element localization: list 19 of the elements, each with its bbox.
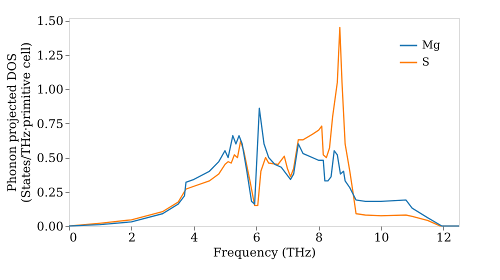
x-tick-label: 2 [128, 230, 136, 244]
y-tick-label: 1.00 [36, 82, 64, 97]
line-series [68, 108, 460, 227]
y-tick-label: 0.25 [36, 185, 64, 200]
y-tick-label: 0.00 [36, 220, 64, 234]
x-tick-label: 0 [70, 230, 78, 244]
x-tick-label: 8 [315, 230, 323, 244]
x-tick-label: 12 [436, 230, 452, 244]
y-tick-label: 0.75 [36, 116, 64, 131]
y-tick-label: 1.50 [36, 14, 64, 28]
x-axis-title: Frequency (THz) [213, 246, 316, 260]
y-axis-title: Phonon projected DOS (States/THz·primitive cell) [4, 42, 33, 203]
legend-label: S [422, 56, 430, 68]
legend-label: Mg [422, 38, 440, 52]
x-tick-label: 6 [252, 230, 261, 244]
y-tick-label: 1.25 [36, 48, 64, 62]
x-tick-label: 4 [190, 230, 198, 244]
y-tick-label: 0.50 [36, 151, 64, 166]
x-tick-label: 10 [374, 230, 390, 244]
